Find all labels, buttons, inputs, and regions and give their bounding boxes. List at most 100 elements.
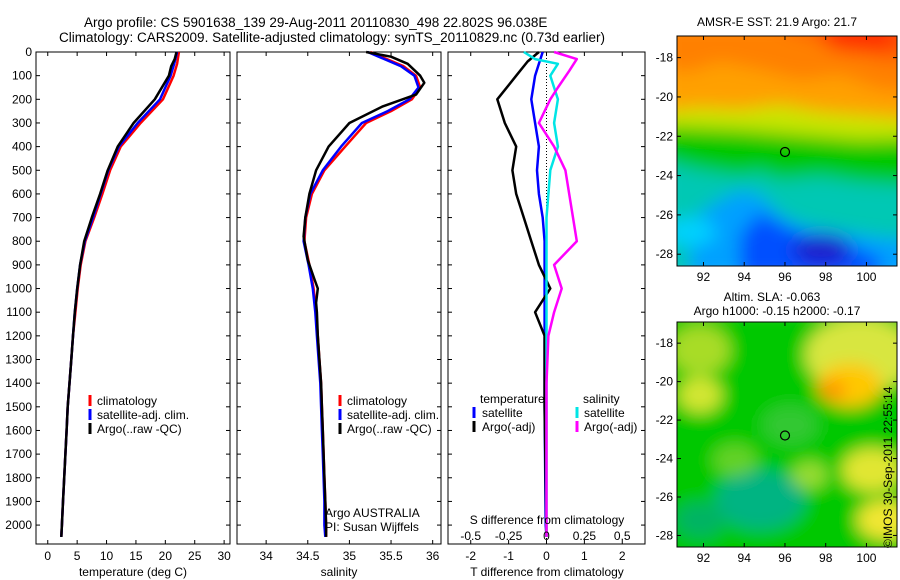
depth-tick-label: 900: [12, 258, 32, 272]
s-difference-tick-label: 0.5: [614, 529, 631, 543]
legend-label-argo: Argo(..raw -QC): [97, 422, 182, 436]
map-longitude-label: 100: [856, 270, 876, 284]
argo-position-marker: [779, 146, 791, 158]
argo-position-marker: [779, 430, 791, 441]
s-difference-label: S difference from climatology: [470, 513, 625, 527]
map-latitude-label: -22: [656, 413, 674, 427]
map-latitude-label: -24: [656, 452, 674, 466]
series-line-temperature-argo-adj-: [496, 51, 552, 537]
depth-tick-label: 700: [12, 211, 32, 225]
x-tick-label: 20: [159, 549, 173, 563]
legend-label-satellite: satellite-adj. clim.: [347, 408, 439, 422]
s-difference-tick-label: -0.5: [460, 529, 481, 543]
x-tick-label: 36: [426, 549, 440, 563]
legend-header-salinity: salinity: [583, 392, 620, 406]
depth-tick-label: 500: [12, 163, 32, 177]
x-tick-label: 34.5: [296, 549, 320, 563]
t-difference-axis-label: T difference from climatology: [470, 565, 624, 579]
salinity-axis-label: salinity: [321, 565, 358, 579]
depth-tick-label: 1200: [5, 329, 32, 343]
title-line-2: Climatology: CARS2009. Satellite-adjuste…: [59, 30, 605, 45]
imos-timestamp: ©IMOS 30-Sep-2011 22:55:14: [881, 386, 895, 548]
legend-label-sal-satellite: satellite: [584, 406, 625, 420]
title-line-1: Argo profile: CS 5901638_139 29-Aug-2011…: [84, 15, 547, 30]
difference-legend: temperature salinity satellite Argo(-adj…: [472, 392, 637, 434]
x-tick-label: 1: [581, 549, 588, 563]
depth-tick-label: 1900: [5, 494, 32, 508]
series-line-argo-raw-qc-: [302, 50, 426, 537]
x-tick-label: 34: [259, 549, 273, 563]
depth-tick-label: 1300: [5, 353, 32, 367]
sst-heatmap: [677, 36, 897, 266]
x-tick-label: 2: [619, 549, 626, 563]
series-line-salinity-satellite: [523, 50, 560, 537]
map-longitude-label: 92: [697, 551, 711, 565]
x-tick-label: 0: [44, 549, 51, 563]
sst-map-title: AMSR-E SST: 21.9 Argo: 21.7: [697, 15, 857, 29]
sst-map-frame: [676, 35, 898, 267]
temperature-panel-frame: [35, 51, 231, 545]
x-tick-label: -2: [465, 549, 476, 563]
depth-tick-label: 1800: [5, 471, 32, 485]
temperature-legend: climatology satellite-adj. clim. Argo(..…: [88, 394, 189, 436]
legend-label-argo: Argo(..raw -QC): [347, 422, 432, 436]
map-latitude-label: -22: [656, 129, 674, 143]
lines-layer: [60, 50, 579, 537]
legend-label-sal-argo: Argo(-adj): [584, 420, 637, 434]
map-longitude-label: 98: [819, 551, 833, 565]
map-latitude-label: -28: [656, 247, 674, 261]
s-difference-tick-label: 0.25: [573, 529, 597, 543]
depth-tick-label: 300: [12, 116, 32, 130]
salinity-legend: climatology satellite-adj. clim. Argo(..…: [338, 394, 439, 436]
sla-heatmap: [677, 322, 897, 547]
depth-tick-label: 1600: [5, 423, 32, 437]
map-longitude-label: 94: [738, 551, 752, 565]
depth-tick-label: 1700: [5, 447, 32, 461]
map-longitude-label: 98: [819, 270, 833, 284]
depth-tick-label: 1400: [5, 376, 32, 390]
depth-tick-label: 800: [12, 234, 32, 248]
map-longitude-label: 96: [778, 551, 792, 565]
map-latitude-label: -26: [656, 490, 674, 504]
series-line-satellite-adj-clim-: [60, 51, 179, 537]
x-tick-label: 35: [343, 549, 357, 563]
temperature-axis-label: temperature (deg C): [79, 565, 187, 579]
depth-tick-label: 0: [25, 45, 32, 59]
map-latitude-label: -20: [656, 90, 674, 104]
map-latitude-label: -26: [656, 208, 674, 222]
sla-map-title-2: Argo h1000: -0.15 h2000: -0.17: [694, 304, 861, 318]
map-latitude-label: -24: [656, 169, 674, 183]
x-tick-label: 10: [100, 549, 114, 563]
sla-map-frame: [676, 321, 898, 548]
legend-label-climatology: climatology: [347, 394, 407, 408]
x-tick-label: 25: [188, 549, 202, 563]
salinity-panel-frame: [236, 51, 442, 545]
legend-label-temp-satellite: satellite: [482, 406, 523, 420]
series-line-satellite-adj-clim-: [302, 50, 420, 537]
depth-tick-label: 1000: [5, 282, 32, 296]
x-tick-label: -1: [503, 549, 514, 563]
x-tick-label: 5: [74, 549, 81, 563]
legend-label-climatology: climatology: [97, 394, 157, 408]
depth-tick-label: 400: [12, 140, 32, 154]
legend-label-satellite: satellite-adj. clim.: [97, 408, 189, 422]
sla-map-axes: 92 94 96 98 100 -18 -20 -22 -24 -26 -28: [656, 322, 897, 565]
x-tick-label: 30: [217, 549, 231, 563]
depth-tick-label: 1100: [6, 305, 32, 319]
series-line-climatology: [60, 51, 181, 537]
legend-label-temp-argo: Argo(-adj): [482, 420, 535, 434]
argo-program-label: Argo AUSTRALIA: [325, 506, 420, 520]
map-longitude-label: 92: [697, 270, 711, 284]
sla-map-title-1: Altim. SLA: -0.063: [724, 290, 821, 304]
series-line-argo-raw-qc-: [60, 51, 178, 537]
pi-label: PI: Susan Wijffels: [325, 520, 419, 534]
map-latitude-label: -18: [656, 336, 674, 350]
map-latitude-label: -28: [656, 528, 674, 542]
s-difference-tick-labels: -0.5 -0.25 0 0.25 0.5: [460, 529, 631, 543]
x-tick-label: 0: [543, 549, 550, 563]
depth-tick-label: 2000: [5, 518, 32, 532]
depth-tick-label: 100: [12, 69, 32, 83]
map-longitude-label: 94: [738, 270, 752, 284]
depth-tick-label: 200: [12, 92, 32, 106]
